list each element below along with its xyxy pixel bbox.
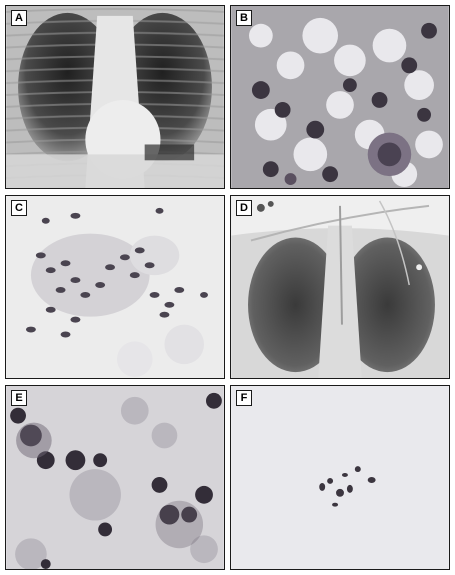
- panel-label-e: E: [11, 390, 27, 406]
- cytology-image-f: [231, 386, 449, 569]
- cytology-image-e: [6, 386, 224, 569]
- cytology-image-b: [231, 6, 449, 188]
- panel-label-b: B: [236, 10, 252, 26]
- panel-f: F: [230, 385, 450, 570]
- chest-xray-image-d: [231, 196, 449, 378]
- panel-label-a: A: [11, 10, 27, 26]
- cytology-image-c: [6, 196, 224, 378]
- panel-label-f: F: [236, 390, 252, 406]
- panel-c: C: [5, 195, 225, 379]
- panel-b: B: [230, 5, 450, 189]
- panel-e: E: [5, 385, 225, 570]
- panel-label-c: C: [11, 200, 27, 216]
- chest-xray-image-a: [6, 6, 224, 188]
- panel-label-d: D: [236, 200, 252, 216]
- panel-a: A: [5, 5, 225, 189]
- panel-d: D: [230, 195, 450, 379]
